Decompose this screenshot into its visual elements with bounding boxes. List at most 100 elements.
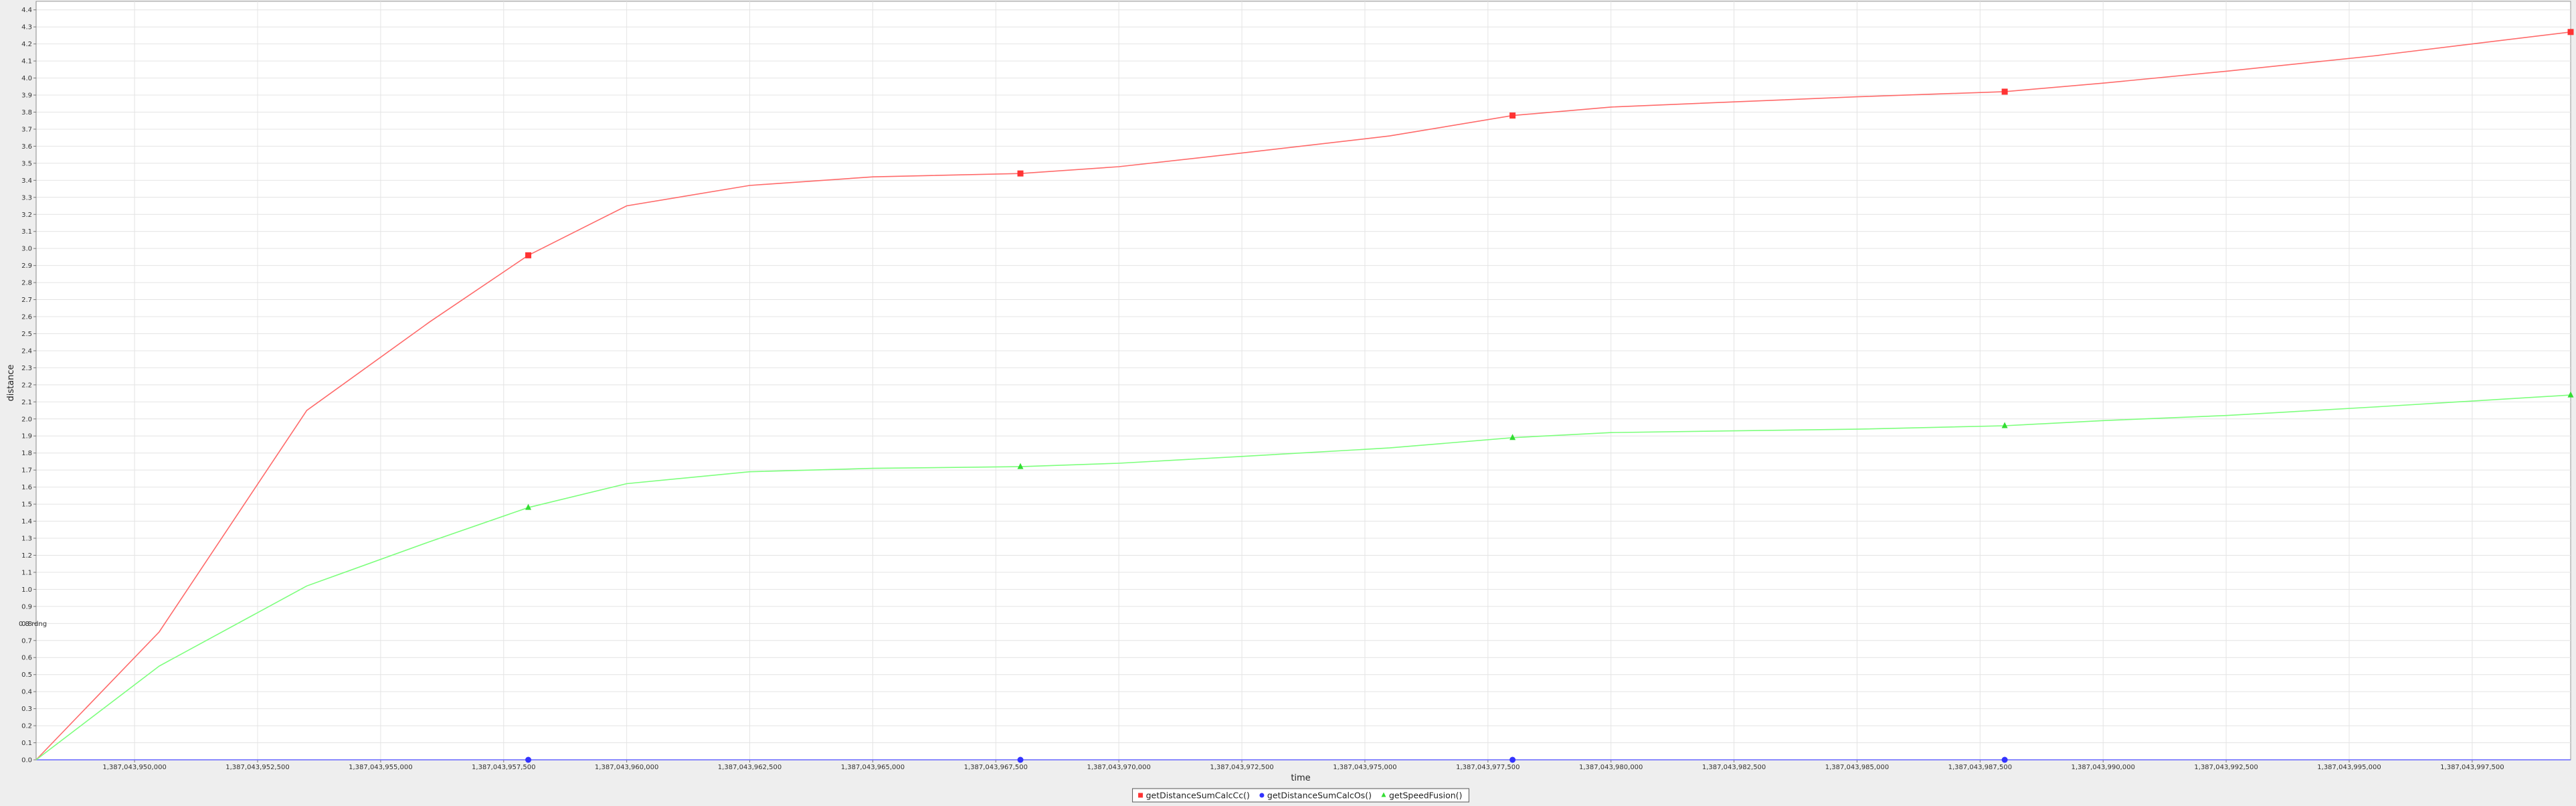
y-tick-label: 1.8 bbox=[21, 450, 32, 457]
y-tick-label: 4.2 bbox=[21, 41, 32, 48]
data-point bbox=[525, 252, 532, 258]
y-tick-label: 1.2 bbox=[21, 552, 32, 560]
series-layer bbox=[35, 29, 2574, 763]
y-tick-label: 2.3 bbox=[21, 365, 32, 372]
y-tick-label: 3.2 bbox=[21, 212, 32, 219]
y-tick-label: 2.8 bbox=[21, 280, 32, 287]
y-tick-label: 2.9 bbox=[21, 262, 32, 270]
x-tick-label: 1,387,043,955,000 bbox=[349, 764, 412, 771]
legend-label: getDistanceSumCalcOs() bbox=[1267, 791, 1372, 801]
y-tick-label: 3.3 bbox=[21, 194, 32, 202]
x-axis-label: time bbox=[1291, 773, 1310, 783]
y-tick-label: 3.7 bbox=[21, 126, 32, 133]
y-tick-label: 2.0 bbox=[21, 416, 32, 423]
x-tick-label: 1,387,043,975,000 bbox=[1333, 764, 1396, 771]
y-tick-label: 3.4 bbox=[21, 177, 32, 185]
legend-marker bbox=[1259, 793, 1265, 798]
y-tick-label: 4.1 bbox=[21, 58, 32, 66]
x-tick-label: 1,387,043,982,500 bbox=[1702, 764, 1766, 771]
y-axis-label: distance bbox=[6, 364, 16, 401]
y-tick-label: 3.9 bbox=[21, 92, 32, 100]
y-tick-label: 1.4 bbox=[21, 518, 32, 526]
data-point bbox=[1509, 112, 1516, 119]
x-tick-label: 1,387,043,997,500 bbox=[2440, 764, 2504, 771]
x-tick-label: 1,387,043,960,000 bbox=[595, 764, 658, 771]
y-tick-label: 0.3 bbox=[21, 706, 32, 713]
y-tick-label: 1.9 bbox=[21, 433, 32, 440]
y-tick-label: 1.3 bbox=[21, 536, 32, 543]
y-tick-label: 3.6 bbox=[21, 143, 32, 151]
x-tick-label: 1,387,043,950,000 bbox=[102, 764, 166, 771]
y-tick-label: 3.5 bbox=[21, 160, 32, 167]
y-tick-label: 0.0 bbox=[21, 757, 32, 764]
data-point bbox=[1017, 756, 1024, 763]
y-tick-label: 1.0 bbox=[21, 586, 32, 594]
grid bbox=[35, 1, 2571, 760]
x-tick-label: 1,387,043,967,500 bbox=[964, 764, 1028, 771]
data-point bbox=[1509, 434, 1516, 440]
data-point bbox=[1509, 756, 1516, 763]
data-point bbox=[2001, 422, 2008, 428]
legend-box bbox=[1132, 788, 1469, 803]
y-tick-label: 2.5 bbox=[21, 331, 32, 338]
annotation-label: 0.8 rdng bbox=[19, 621, 47, 628]
data-point bbox=[2567, 391, 2574, 398]
y-tick-label: 0.9 bbox=[21, 603, 32, 611]
y-tick-label: 1.7 bbox=[21, 467, 32, 475]
y-tick-label: 3.1 bbox=[21, 228, 32, 236]
data-point bbox=[2567, 29, 2574, 35]
y-tick-label: 0.6 bbox=[21, 655, 32, 662]
y-tick-label: 2.6 bbox=[21, 314, 32, 321]
y-tick-label: 1.5 bbox=[21, 501, 32, 509]
data-point bbox=[1017, 463, 1024, 469]
legend-item-2: getDistanceSumCalcOs() bbox=[1259, 791, 1372, 801]
y-tick-label: 0.2 bbox=[21, 723, 32, 730]
y-tick-label: 0.7 bbox=[21, 637, 32, 645]
y-tick-label: 2.2 bbox=[21, 382, 32, 389]
y-tick-label: 2.1 bbox=[21, 399, 32, 406]
series-1 bbox=[35, 29, 2574, 760]
y-tick-label: 1.6 bbox=[21, 484, 32, 491]
y-tick-label: 3.8 bbox=[21, 109, 32, 116]
series-3 bbox=[35, 391, 2574, 760]
legend-label: getSpeedFusion() bbox=[1389, 791, 1462, 801]
x-tick-label: 1,387,043,995,000 bbox=[2317, 764, 2381, 771]
series-2 bbox=[36, 756, 2571, 763]
x-tick-label: 1,387,043,987,500 bbox=[1948, 764, 2012, 771]
data-point bbox=[2001, 88, 2008, 95]
y-tick-label: 0.4 bbox=[21, 689, 32, 696]
y-tick-label: 2.7 bbox=[21, 297, 32, 304]
y-tick-label: 0.1 bbox=[21, 740, 32, 747]
data-point bbox=[2001, 756, 2008, 763]
x-tick-label: 1,387,043,990,000 bbox=[2072, 764, 2135, 771]
legend-label: getDistanceSumCalcCc() bbox=[1146, 791, 1250, 801]
y-tick-label: 0.5 bbox=[21, 671, 32, 679]
y-tick-label: 1.1 bbox=[21, 569, 32, 576]
x-tick-label: 1,387,043,957,500 bbox=[472, 764, 535, 771]
y-tick-label: 3.0 bbox=[21, 246, 32, 253]
y-tick-label: 4.4 bbox=[21, 7, 32, 14]
x-tick-label: 1,387,043,992,500 bbox=[2194, 764, 2258, 771]
x-tick-label: 1,387,043,970,000 bbox=[1087, 764, 1150, 771]
x-tick-label: 1,387,043,965,000 bbox=[841, 764, 905, 771]
legend-marker bbox=[1381, 792, 1386, 797]
series-line bbox=[35, 394, 2571, 760]
data-point bbox=[525, 756, 532, 763]
legend: getDistanceSumCalcCc() getDistanceSumCalc… bbox=[1132, 788, 1469, 803]
y-axis-ticks: 0.0 0.1 0.2 0.3 0.4 0.5 0.6 0.7 0.8 0.9 1.0 1.1 1.2 1… bbox=[21, 7, 36, 764]
x-tick-label: 1,387,043,985,000 bbox=[1825, 764, 1889, 771]
legend-item-1: getDistanceSumCalcCc() bbox=[1138, 791, 1250, 801]
x-axis-ticks: 1,387,043,950,000 1,387,043,952,500 1,387,… bbox=[102, 760, 2504, 771]
x-tick-label: 1,387,043,952,500 bbox=[225, 764, 289, 771]
legend-marker bbox=[1138, 793, 1143, 798]
x-tick-label: 1,387,043,972,500 bbox=[1210, 764, 1273, 771]
y-tick-label: 2.4 bbox=[21, 347, 32, 355]
annotations: 0.8 rdng bbox=[19, 621, 47, 628]
series-line bbox=[35, 31, 2571, 760]
x-tick-label: 1,387,043,977,500 bbox=[1456, 764, 1520, 771]
y-tick-label: 4.0 bbox=[21, 75, 32, 82]
x-tick-label: 1,387,043,980,000 bbox=[1579, 764, 1643, 771]
y-tick-label: 4.3 bbox=[21, 24, 32, 31]
